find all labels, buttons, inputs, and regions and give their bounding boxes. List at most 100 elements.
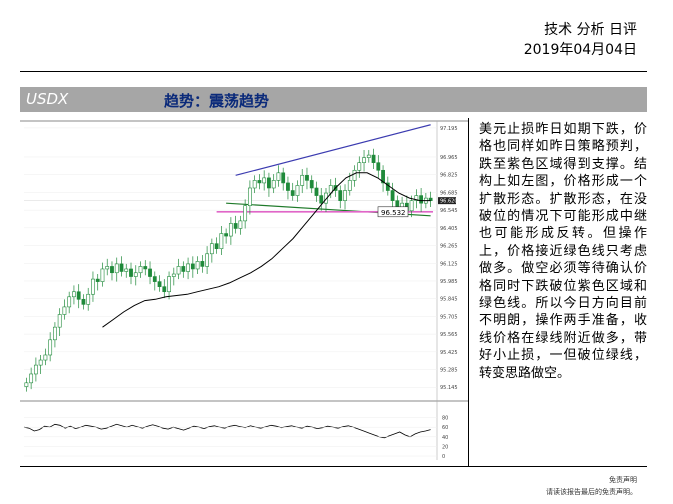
candle-body — [76, 291, 81, 300]
candle-body — [257, 180, 262, 184]
candle-body — [309, 180, 314, 189]
report-title: 技术 分析 日评 — [544, 22, 637, 38]
candle-body — [267, 177, 271, 189]
y-tick-label: 95.285 — [440, 368, 458, 374]
candle-body — [248, 187, 252, 207]
candle-body — [186, 263, 190, 272]
candle-body — [347, 180, 352, 191]
header-divider — [20, 71, 647, 72]
candle-body — [124, 268, 129, 272]
candle-body — [371, 154, 376, 163]
y-tick-label: 96.685 — [440, 190, 458, 196]
disclaimer-title: 免责声明 — [609, 476, 637, 484]
footer-divider — [20, 466, 647, 467]
candle-body — [72, 291, 76, 298]
candle-body — [195, 261, 200, 270]
candle-body — [214, 243, 219, 250]
candle-body — [162, 286, 167, 293]
section-banner: USDX 趋势：震荡趋势 — [20, 87, 647, 112]
y-tick-label: 96.965 — [440, 155, 458, 161]
y-tick-label: 96.405 — [440, 226, 458, 232]
candle-body — [228, 223, 233, 237]
candle-body — [62, 306, 67, 315]
candle-body — [357, 162, 362, 171]
candle-body — [295, 185, 300, 196]
candle-body — [67, 296, 72, 308]
candle-body — [100, 268, 105, 282]
candle-body — [152, 276, 157, 282]
last-price-label: 96.620 — [440, 199, 458, 205]
candle-body — [243, 205, 248, 222]
candle-body — [276, 172, 281, 181]
candle-body — [53, 326, 57, 341]
trend-label: 趋势：震荡趋势 — [164, 92, 270, 110]
column-divider — [468, 118, 469, 466]
candle-body — [290, 190, 295, 196]
y-tick-label: 95.705 — [440, 314, 458, 320]
candle-body — [138, 266, 143, 274]
chart-svg: 97.195 96.965 96.825 96.685 96.545 96.405 96.2… — [20, 118, 468, 466]
candle-body — [352, 169, 357, 181]
y-tick-label: 95.845 — [440, 297, 458, 303]
y-tick-label: 95.985 — [440, 279, 458, 285]
price-level-label: 96.532 — [381, 209, 406, 217]
y-tick-label: 95.145 — [440, 385, 458, 391]
candle-body — [24, 382, 29, 387]
indicator-tick-label: 0 — [442, 454, 445, 460]
candle-body — [86, 293, 91, 305]
candle-body — [48, 339, 53, 356]
indicator-tick-label: 40 — [442, 435, 448, 441]
candle-body — [286, 182, 290, 191]
y-tick-label: 95.425 — [440, 350, 458, 356]
candle-body — [105, 266, 110, 270]
candle-body — [110, 266, 114, 274]
candle-body — [143, 266, 148, 270]
candle-body — [343, 190, 347, 201]
disclaimer-note: 请读该报告最后的免责声明。 — [546, 488, 637, 496]
candle-body — [324, 192, 328, 204]
candle-body — [300, 175, 305, 186]
candle-body — [366, 154, 371, 158]
candle-body — [362, 157, 366, 163]
candle-body — [252, 180, 257, 189]
candle-body — [319, 195, 324, 204]
y-tick-label: 97.195 — [440, 126, 458, 132]
report-date: 2019年04月04日 — [523, 42, 637, 58]
candle-body — [57, 314, 62, 328]
candle-body — [390, 190, 395, 201]
candle-body — [233, 223, 238, 229]
candle-body — [81, 299, 86, 305]
y-tick-label: 96.265 — [440, 244, 458, 250]
candle-body — [376, 162, 381, 171]
y-tick-label: 95.565 — [440, 332, 458, 338]
last-price-tag — [438, 197, 456, 205]
candle-body — [33, 364, 38, 375]
upper-trendline — [235, 124, 431, 176]
candle-body — [205, 253, 209, 267]
candle-body — [129, 268, 133, 277]
candle-body — [43, 354, 48, 361]
price-level-box — [377, 206, 409, 218]
candle-body — [95, 278, 100, 282]
moving-average-line — [102, 172, 431, 328]
candle-body — [114, 263, 119, 274]
candle-body — [338, 190, 343, 201]
candle-body — [428, 197, 433, 201]
y-tick-label: 96.545 — [440, 208, 458, 214]
candle-body — [209, 243, 214, 255]
candle-body — [190, 263, 195, 270]
candle-body — [271, 180, 276, 189]
y-tick-label: 96.825 — [440, 173, 458, 179]
candle-body — [409, 200, 414, 212]
candle-body — [119, 263, 124, 272]
indicator-tick-label: 20 — [442, 444, 448, 450]
instrument-symbol: USDX — [26, 90, 69, 108]
candle-body — [200, 261, 205, 267]
candle-body — [133, 272, 138, 277]
candle-body — [224, 233, 229, 237]
candle-body — [419, 195, 424, 204]
candle-body — [167, 276, 171, 293]
price-chart: 97.195 96.965 96.825 96.685 96.545 96.405 96.2… — [20, 118, 468, 466]
candle-body — [281, 172, 286, 184]
candle-body — [238, 220, 243, 229]
